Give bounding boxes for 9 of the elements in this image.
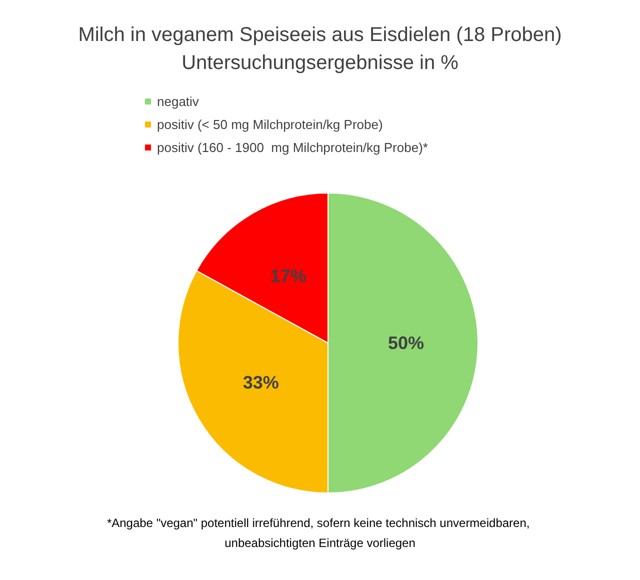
legend-label: negativ: [157, 94, 200, 109]
text: *Angabe "vegan" potentiell irreführend, sofern keine technisch unvermeidbaren, unbeabsichtigten Einträge vorliegen: [106, 516, 534, 550]
data-label: 33%: [242, 372, 279, 393]
data-label: 50%: [388, 333, 424, 353]
legend-label: positiv (160 - 1900 mg Milchprotein/kg Probe)*: [157, 140, 428, 155]
chart-subtitle: Untersuchungsergebnisse in %: [182, 52, 459, 74]
data-label: 17%: [270, 266, 306, 286]
legend-label: positiv (< 50 mg Milchprotein/kg Probe): [157, 117, 383, 132]
chart-title: Milch in veganem Speiseeis aus Eisdielen (18 Proben): [78, 24, 562, 46]
